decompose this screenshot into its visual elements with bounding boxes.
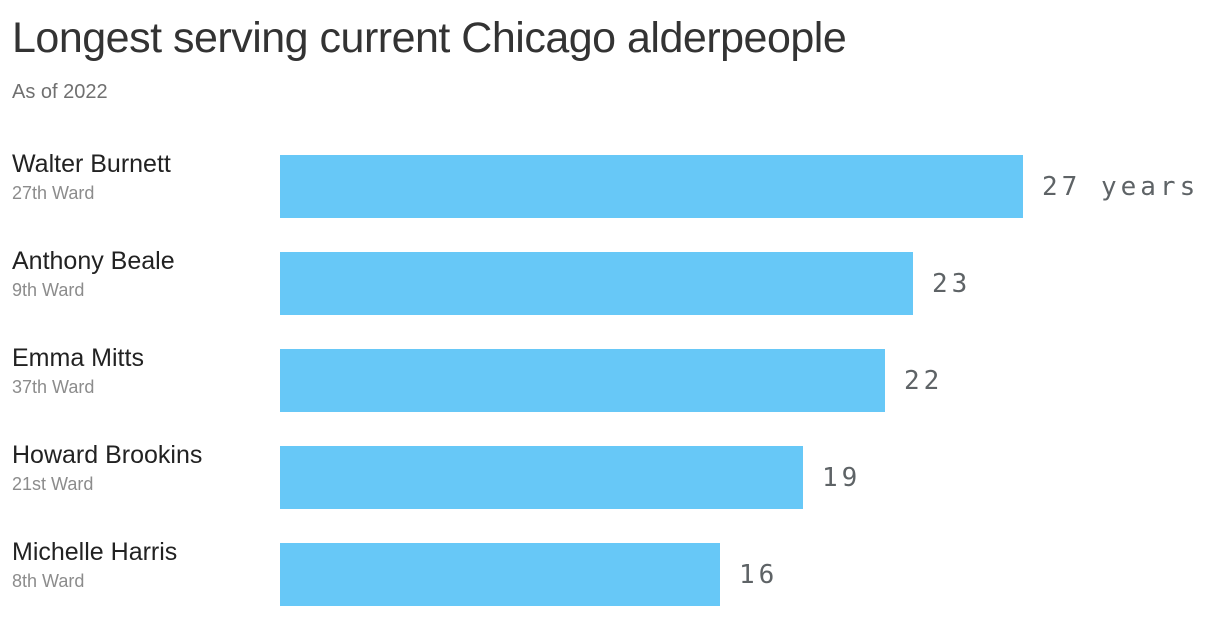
- bar-area: 19: [280, 429, 1220, 526]
- bar-area: 16: [280, 526, 1220, 623]
- bar-row: Howard Brookins 21st Ward 19: [0, 429, 1220, 526]
- bar-area: 27 years: [280, 138, 1220, 235]
- bar-chart: Walter Burnett 27th Ward 27 years Anthon…: [0, 138, 1220, 623]
- person-name: Howard Brookins: [12, 441, 203, 469]
- bar: [280, 155, 1023, 218]
- row-label: Emma Mitts 37th Ward: [0, 332, 280, 429]
- chart-header: Longest serving current Chicago alderpeo…: [0, 0, 1220, 104]
- row-label: Michelle Harris 8th Ward: [0, 526, 280, 623]
- bar-value-label: 22: [904, 365, 944, 396]
- bar: [280, 446, 803, 509]
- person-name: Emma Mitts: [12, 344, 144, 372]
- bar-value-label: 16: [739, 559, 779, 590]
- chart-subtitle: As of 2022: [12, 81, 108, 104]
- bar-value-label: 27 years: [1042, 171, 1200, 202]
- bar-row: Emma Mitts 37th Ward 22: [0, 332, 1220, 429]
- bar-row: Anthony Beale 9th Ward 23: [0, 235, 1220, 332]
- bar-value-label: 23: [932, 268, 972, 299]
- person-name: Anthony Beale: [12, 247, 175, 275]
- person-name: Walter Burnett: [12, 150, 171, 178]
- row-label: Walter Burnett 27th Ward: [0, 138, 280, 235]
- bar-row: Michelle Harris 8th Ward 16: [0, 526, 1220, 623]
- bar-area: 23: [280, 235, 1220, 332]
- bar: [280, 349, 885, 412]
- bar-area: 22: [280, 332, 1220, 429]
- person-ward: 37th Ward: [12, 376, 95, 397]
- person-ward: 27th Ward: [12, 182, 95, 203]
- person-ward: 9th Ward: [12, 279, 85, 300]
- row-label: Howard Brookins 21st Ward: [0, 429, 280, 526]
- person-name: Michelle Harris: [12, 538, 178, 566]
- bar-value-label: 19: [822, 462, 862, 493]
- person-ward: 21st Ward: [12, 473, 94, 494]
- person-ward: 8th Ward: [12, 570, 85, 591]
- row-label: Anthony Beale 9th Ward: [0, 235, 280, 332]
- bar: [280, 252, 913, 315]
- bar-row: Walter Burnett 27th Ward 27 years: [0, 138, 1220, 235]
- chart-title: Longest serving current Chicago alderpeo…: [12, 14, 847, 62]
- bar: [280, 543, 720, 606]
